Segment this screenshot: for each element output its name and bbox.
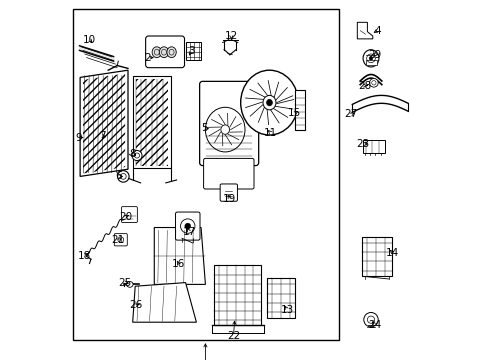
Polygon shape	[133, 76, 171, 168]
Bar	[294, 90, 305, 130]
Text: 15: 15	[288, 108, 301, 118]
Ellipse shape	[369, 57, 373, 60]
Text: 9: 9	[75, 132, 82, 143]
Ellipse shape	[159, 47, 169, 58]
Polygon shape	[80, 70, 128, 176]
FancyBboxPatch shape	[122, 207, 137, 222]
Bar	[366, 60, 377, 65]
Bar	[73, 9, 339, 340]
FancyBboxPatch shape	[175, 212, 200, 240]
FancyBboxPatch shape	[204, 158, 254, 189]
Ellipse shape	[267, 99, 272, 106]
Text: 5: 5	[201, 123, 208, 133]
Text: 19: 19	[223, 194, 237, 204]
Text: 16: 16	[172, 258, 185, 269]
Ellipse shape	[241, 70, 298, 135]
Text: 26: 26	[130, 300, 143, 310]
Text: 10: 10	[83, 35, 96, 45]
Text: 12: 12	[225, 31, 238, 41]
Text: 3: 3	[188, 46, 195, 56]
Text: 23: 23	[356, 139, 369, 149]
Text: 13: 13	[281, 305, 294, 315]
Ellipse shape	[132, 150, 142, 161]
FancyBboxPatch shape	[114, 234, 127, 246]
Text: 24: 24	[368, 320, 381, 330]
Ellipse shape	[263, 95, 276, 110]
Polygon shape	[133, 283, 196, 322]
Text: 21: 21	[112, 235, 125, 246]
Text: 25: 25	[118, 278, 131, 288]
Text: 6: 6	[115, 171, 122, 181]
Text: 20: 20	[119, 212, 132, 222]
Bar	[215, 265, 261, 325]
Text: 11: 11	[264, 128, 277, 138]
Ellipse shape	[152, 47, 162, 58]
Text: 2: 2	[145, 53, 151, 63]
Ellipse shape	[185, 223, 191, 229]
Text: 18: 18	[78, 251, 92, 261]
FancyBboxPatch shape	[199, 81, 259, 166]
Text: 27: 27	[344, 109, 358, 120]
Bar	[186, 42, 201, 60]
FancyBboxPatch shape	[220, 184, 238, 201]
Bar	[267, 278, 294, 318]
Bar	[362, 237, 392, 276]
FancyBboxPatch shape	[146, 36, 185, 68]
Text: 28: 28	[358, 81, 371, 91]
Text: 29: 29	[368, 50, 382, 60]
Ellipse shape	[221, 125, 229, 134]
Text: 17: 17	[183, 227, 196, 237]
Ellipse shape	[363, 50, 379, 67]
Bar	[363, 140, 386, 153]
Text: 22: 22	[227, 330, 240, 341]
Ellipse shape	[118, 171, 129, 182]
Polygon shape	[357, 22, 373, 39]
Ellipse shape	[126, 282, 133, 287]
Ellipse shape	[369, 78, 378, 87]
Text: 8: 8	[129, 149, 136, 159]
Polygon shape	[154, 228, 205, 284]
Ellipse shape	[364, 312, 378, 327]
Ellipse shape	[167, 47, 176, 58]
Text: 7: 7	[99, 131, 106, 141]
Text: 14: 14	[386, 248, 399, 258]
Text: 4: 4	[374, 26, 381, 36]
